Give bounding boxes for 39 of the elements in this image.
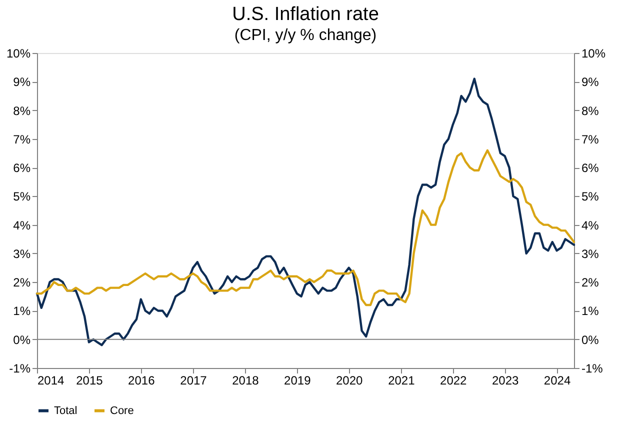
x-tick-label: 2019 <box>284 374 312 388</box>
chart-title: U.S. Inflation rate <box>232 4 379 25</box>
y-tick-label: 10% <box>6 46 31 60</box>
y2-tick-label: 8% <box>582 104 600 118</box>
legend-label: Core <box>110 404 134 417</box>
x-tick-label: 2017 <box>180 374 208 388</box>
y-tick-label: 0% <box>13 332 31 347</box>
legend-label: Total <box>54 404 78 417</box>
y2-tick-label: 1% <box>582 304 600 318</box>
y2-tick-label: 5% <box>582 190 600 204</box>
y-tick-label: 7% <box>13 132 31 146</box>
y2-tick-label: 0% <box>582 332 600 347</box>
y2-tick-label: -1% <box>582 362 604 376</box>
x-tick-label: 2018 <box>232 374 260 388</box>
y-tick-label: 3% <box>13 246 31 261</box>
y2-tick-label: 7% <box>582 132 600 146</box>
y-tick-label: 4% <box>13 218 31 232</box>
y-tick-label: 1% <box>13 304 31 318</box>
y-tick-label: 9% <box>13 75 31 90</box>
y2-tick-label: 2% <box>582 276 600 290</box>
y-tick-label: -1% <box>9 362 31 376</box>
chart-subtitle: (CPI, y/y % change) <box>234 27 377 44</box>
y2-tick-label: 4% <box>582 218 600 232</box>
y2-tick-label: 3% <box>582 246 600 261</box>
y2-tick-label: 6% <box>582 161 600 176</box>
x-tick-label: 2022 <box>440 374 468 388</box>
y-tick-label: 6% <box>13 161 31 176</box>
y2-tick-label: 9% <box>582 75 600 90</box>
x-tick-label: 2020 <box>336 374 364 388</box>
y-tick-label: 2% <box>13 276 31 290</box>
x-tick-label: 2023 <box>492 374 519 388</box>
y2-tick-label: 10% <box>582 46 606 60</box>
y-tick-label: 8% <box>13 104 31 118</box>
x-tick-label: 2024 <box>544 374 571 388</box>
x-tick-label: 2021 <box>388 374 416 388</box>
x-tick-label: 2015 <box>76 374 104 388</box>
x-tick-label: 2016 <box>128 374 156 388</box>
y-tick-label: 5% <box>13 190 31 204</box>
x-tick-label: 2014 <box>38 374 65 388</box>
